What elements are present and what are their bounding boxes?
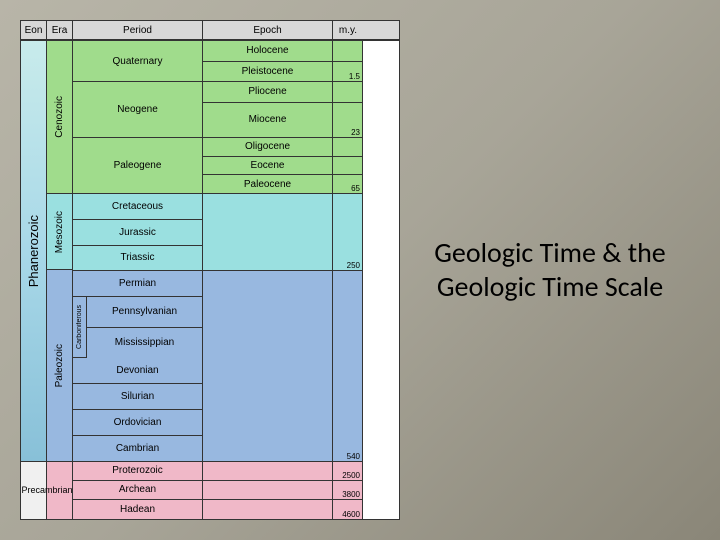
chart-body: Phanerozoic CenozoicMesozoicPaleozoic Qu… xyxy=(21,41,399,519)
era-mesozoic: Mesozoic xyxy=(47,194,72,270)
my-1.5: 1.5 xyxy=(333,62,362,83)
epoch-blank-7 xyxy=(203,194,332,271)
epoch-holocene: Holocene xyxy=(203,41,332,62)
header-row: EonEraPeriodEpochm.y. xyxy=(21,21,399,41)
era-precambrian xyxy=(47,462,72,519)
my-blank-5 xyxy=(333,157,362,176)
period-pennsylvanian: Pennsylvanian xyxy=(87,297,202,328)
my-65: 65 xyxy=(333,175,362,194)
header-era: Era xyxy=(47,21,73,39)
period-jurassic: Jurassic xyxy=(73,220,202,246)
my-250: 250 xyxy=(333,194,362,271)
period-proterozoic: Proterozoic xyxy=(73,462,202,481)
my-2500: 2500 xyxy=(333,462,362,481)
era-cenozoic: Cenozoic xyxy=(47,41,72,194)
header-period: Period xyxy=(73,21,203,39)
period-column: QuaternaryNeogenePaleogeneCretaceousJura… xyxy=(73,41,203,519)
header-my: m.y. xyxy=(333,21,363,39)
header-epoch: Epoch xyxy=(203,21,333,39)
my-3800: 3800 xyxy=(333,481,362,500)
epoch-miocene: Miocene xyxy=(203,103,332,138)
period-quaternary: Quaternary xyxy=(73,41,202,82)
epoch-pliocene: Pliocene xyxy=(203,82,332,103)
period-cambrian: Cambrian xyxy=(73,436,202,462)
my-blank-4 xyxy=(333,138,362,157)
geologic-time-chart: EonEraPeriodEpochm.y. Phanerozoic Cenozo… xyxy=(20,20,400,520)
period-triassic: Triassic xyxy=(73,246,202,272)
epoch-column: HolocenePleistocenePlioceneMioceneOligoc… xyxy=(203,41,333,519)
eon-precambrian xyxy=(21,462,46,519)
slide-title: Geologic Time & the Geologic Time Scale xyxy=(430,236,670,303)
my-blank-0 xyxy=(333,41,362,62)
period-neogene: Neogene xyxy=(73,82,202,138)
period-cretaceous: Cretaceous xyxy=(73,194,202,220)
epoch-blank-8 xyxy=(203,271,332,461)
epoch-pleistocene: Pleistocene xyxy=(203,62,332,83)
period-silurian: Silurian xyxy=(73,384,202,410)
my-blank-2 xyxy=(333,82,362,103)
epoch-blank-9 xyxy=(203,462,332,481)
period-carboniferous: CarboniferousPennsylvanianMississippian xyxy=(73,297,202,358)
epoch-blank-11 xyxy=(203,500,332,519)
period-permian: Permian xyxy=(73,271,202,297)
period-hadean: Hadean xyxy=(73,500,202,519)
header-eon: Eon xyxy=(21,21,47,39)
epoch-oligocene: Oligocene xyxy=(203,138,332,157)
period-archean: Archean xyxy=(73,481,202,500)
epoch-paleocene: Paleocene xyxy=(203,175,332,194)
era-paleozoic: Paleozoic xyxy=(47,270,72,461)
my-23: 23 xyxy=(333,103,362,138)
era-column: CenozoicMesozoicPaleozoic xyxy=(47,41,73,519)
slide-title-area: Geologic Time & the Geologic Time Scale xyxy=(400,236,700,303)
my-column: 1.5 23 65250540250038004600 xyxy=(333,41,363,519)
eon-column: Phanerozoic xyxy=(21,41,47,519)
period-devonian: Devonian xyxy=(73,358,202,384)
my-540: 540 xyxy=(333,271,362,461)
epoch-eocene: Eocene xyxy=(203,157,332,176)
epoch-blank-10 xyxy=(203,481,332,500)
eon-phanerozoic: Phanerozoic xyxy=(21,41,46,462)
period-paleogene: Paleogene xyxy=(73,138,202,194)
period-ordovician: Ordovician xyxy=(73,410,202,436)
my-4600: 4600 xyxy=(333,500,362,519)
period-mississippian: Mississippian xyxy=(87,328,202,358)
